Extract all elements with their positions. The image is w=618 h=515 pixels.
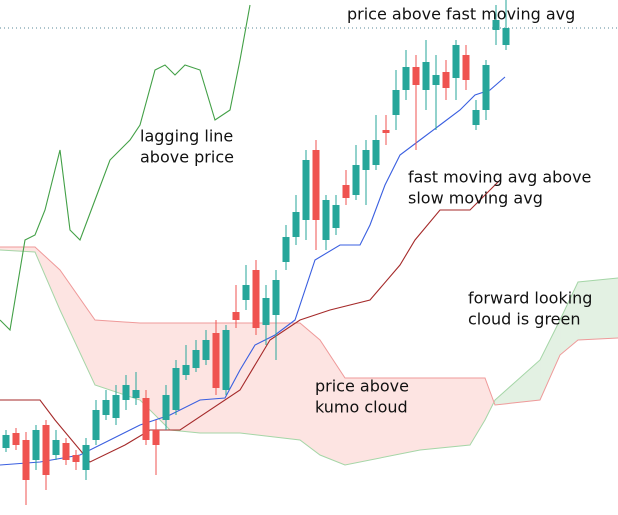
candle-body <box>432 75 440 85</box>
annotation: forward looking <box>468 289 592 308</box>
annotation: above price <box>140 148 234 167</box>
candle-body <box>302 160 310 220</box>
candle-body <box>72 455 80 462</box>
candle-body <box>112 395 120 418</box>
candle-body <box>282 237 290 262</box>
candle-body <box>42 425 50 475</box>
candle-body <box>292 212 300 237</box>
candle-body <box>62 443 70 460</box>
annotation: cloud is green <box>468 310 581 329</box>
cloud-fill <box>469 377 486 447</box>
candle-body <box>12 433 20 445</box>
candle-body <box>312 150 320 220</box>
candle-body <box>342 185 350 198</box>
candle-body <box>82 445 90 470</box>
candle-body <box>322 200 330 240</box>
candle-body <box>442 72 450 88</box>
cloud-fill <box>577 277 618 341</box>
candle-body <box>92 410 100 440</box>
candle-body <box>412 67 420 85</box>
candle-body <box>22 440 30 480</box>
candle-body <box>212 333 220 388</box>
candle-body <box>332 205 340 228</box>
candle-body <box>162 395 170 420</box>
candle-body <box>122 385 130 400</box>
candle-body <box>392 90 400 115</box>
indicator-line <box>0 4 251 332</box>
candle-body <box>142 398 150 440</box>
cloud-fill <box>419 377 471 451</box>
candle-body <box>452 45 460 78</box>
cloud-fill <box>539 319 561 401</box>
candle-body <box>172 368 180 410</box>
candle-body <box>252 270 260 328</box>
annotation: lagging line <box>140 127 233 146</box>
candle-body <box>462 55 470 80</box>
annotation: price above <box>315 377 409 396</box>
candle-body <box>132 390 140 398</box>
candle-body <box>382 130 390 133</box>
cloud-fill <box>494 359 541 406</box>
cloud-fill <box>59 269 96 386</box>
span-b-line <box>0 246 618 406</box>
candle-body <box>2 435 10 448</box>
candle-body <box>262 298 270 325</box>
candle-body <box>202 340 210 360</box>
indicator-line <box>0 76 506 466</box>
candle-body <box>492 20 500 30</box>
candle-body <box>242 285 250 300</box>
candle-body <box>32 430 40 460</box>
candle-body <box>472 110 480 125</box>
candle-body <box>272 280 280 315</box>
candle-body <box>502 28 510 45</box>
annotation: fast moving avg above <box>408 168 591 187</box>
candle-body <box>372 140 380 165</box>
candle-body <box>182 365 190 375</box>
candle-body <box>192 350 200 368</box>
candle-body <box>482 65 490 110</box>
annotation: slow moving avg <box>408 189 543 208</box>
span-a-line <box>0 249 618 466</box>
candle-body <box>102 400 110 415</box>
candle-body <box>422 62 430 90</box>
annotation-layer: price above fast moving avg lagging line a… <box>140 5 592 417</box>
cloud-fill <box>94 319 141 401</box>
candle-body <box>222 330 230 390</box>
annotation: kumo cloud <box>315 398 408 417</box>
candle-body <box>152 430 160 445</box>
candle-body <box>232 312 240 320</box>
candle-body <box>402 67 410 90</box>
candle-body <box>52 440 60 455</box>
candle-body <box>362 150 370 170</box>
candle-layer <box>2 0 510 505</box>
candle-body <box>352 165 360 195</box>
cloud-fill <box>484 377 496 421</box>
annotation: price above fast moving avg <box>347 5 575 24</box>
